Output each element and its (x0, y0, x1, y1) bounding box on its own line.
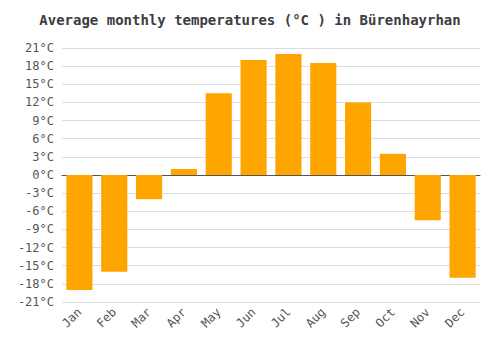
svg-text:21°C: 21°C (25, 41, 54, 55)
svg-text:-6°C: -6°C (25, 204, 54, 218)
svg-text:May: May (198, 305, 223, 330)
svg-text:9°C: 9°C (32, 114, 54, 128)
svg-text:18°C: 18°C (25, 59, 54, 73)
svg-text:15°C: 15°C (25, 77, 54, 91)
svg-text:-21°C: -21°C (18, 295, 54, 309)
svg-text:-15°C: -15°C (18, 259, 54, 273)
svg-text:3°C: 3°C (32, 150, 54, 164)
svg-text:Oct: Oct (373, 305, 398, 330)
svg-text:Jul: Jul (268, 305, 293, 330)
svg-text:Jun: Jun (233, 305, 258, 330)
svg-text:Sep: Sep (338, 305, 363, 330)
svg-text:Apr: Apr (164, 305, 189, 330)
svg-text:12°C: 12°C (25, 95, 54, 109)
svg-text:Aug: Aug (303, 305, 328, 330)
svg-text:0°C: 0°C (32, 168, 54, 182)
svg-text:-9°C: -9°C (25, 222, 54, 236)
svg-text:Dec: Dec (442, 305, 467, 330)
svg-text:Nov: Nov (407, 305, 432, 330)
svg-text:-12°C: -12°C (18, 241, 54, 255)
svg-text:Mar: Mar (129, 305, 154, 330)
svg-text:6°C: 6°C (32, 132, 54, 146)
svg-text:Feb: Feb (94, 305, 119, 330)
svg-text:-18°C: -18°C (18, 277, 54, 291)
svg-text:-3°C: -3°C (25, 186, 54, 200)
svg-text:Average monthly temperatures (: Average monthly temperatures (°C ) in Bü… (39, 12, 460, 28)
svg-text:Jan: Jan (59, 305, 84, 330)
